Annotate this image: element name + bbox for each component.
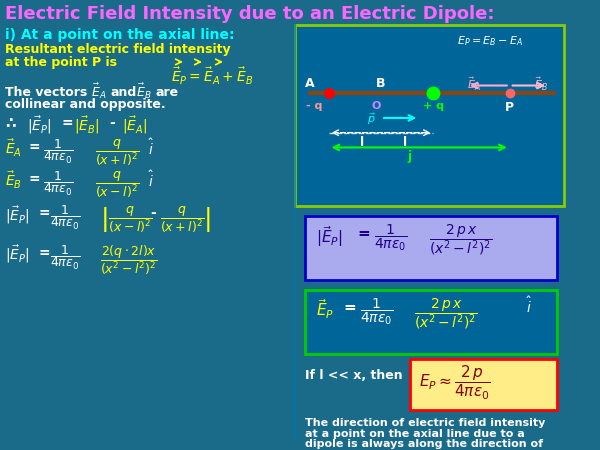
Text: i) At a point on the axial line:: i) At a point on the axial line:	[5, 27, 234, 41]
Text: $\vec{E}_P$: $\vec{E}_P$	[316, 298, 334, 321]
Text: at the point P is: at the point P is	[5, 56, 117, 69]
Text: $\vec{p}$: $\vec{p}$	[367, 111, 376, 127]
Text: -: -	[151, 207, 156, 220]
Text: =: =	[38, 207, 50, 220]
Text: $\dfrac{2(q \cdot 2l)x}{(x^2-l^2)^2}$: $\dfrac{2(q \cdot 2l)x}{(x^2-l^2)^2}$	[100, 244, 157, 277]
Text: l: l	[360, 135, 364, 148]
Text: $\dfrac{1}{4\pi\varepsilon_0}$: $\dfrac{1}{4\pi\varepsilon_0}$	[360, 296, 394, 327]
Text: $\dfrac{1}{4\pi\varepsilon_0}$: $\dfrac{1}{4\pi\varepsilon_0}$	[43, 170, 73, 198]
Text: The direction of electric field intensity: The direction of electric field intensit…	[305, 418, 545, 428]
Text: $\vec{E}_A$: $\vec{E}_A$	[467, 76, 481, 93]
Text: at a point on the axial line due to a: at a point on the axial line due to a	[305, 428, 524, 439]
Text: $|\vec{E}_P|$: $|\vec{E}_P|$	[5, 244, 29, 266]
Text: + q: + q	[423, 101, 444, 111]
Text: are: are	[155, 86, 178, 99]
Text: $\vec{E}_B$: $\vec{E}_B$	[136, 81, 152, 101]
Text: =: =	[29, 172, 40, 186]
Text: $\left|\dfrac{q}{(x-l)^2}\right.$: $\left|\dfrac{q}{(x-l)^2}\right.$	[100, 204, 152, 234]
Text: A: A	[305, 76, 314, 90]
Text: $\vec{E}_P = \vec{E}_A + \vec{E}_B$: $\vec{E}_P = \vec{E}_A + \vec{E}_B$	[172, 66, 254, 87]
Text: dipole is always along the direction of: dipole is always along the direction of	[305, 439, 543, 450]
Text: $\vec{E}_A$: $\vec{E}_A$	[5, 138, 22, 159]
Text: Resultant electric field intensity: Resultant electric field intensity	[5, 43, 230, 56]
Text: $|\vec{E}_B|$: $|\vec{E}_B|$	[74, 114, 100, 135]
Text: $\vec{E}_B$: $\vec{E}_B$	[5, 170, 22, 191]
Text: $|\vec{E}_P|$: $|\vec{E}_P|$	[26, 114, 52, 135]
Text: =: =	[343, 300, 356, 315]
Bar	[305, 216, 557, 280]
Text: and: and	[110, 86, 137, 99]
Text: B: B	[376, 76, 386, 90]
Text: $|\vec{E}_A|$: $|\vec{E}_A|$	[122, 114, 148, 135]
Text: - q: - q	[306, 101, 323, 111]
Bar	[305, 290, 557, 354]
Text: $|\vec{E}_P|$: $|\vec{E}_P|$	[5, 204, 29, 226]
Text: $\dfrac{q}{(x-l)^2}$: $\dfrac{q}{(x-l)^2}$	[95, 170, 139, 200]
Text: $\left.\dfrac{q}{(x+l)^2}\right|$: $\left.\dfrac{q}{(x+l)^2}\right|$	[160, 204, 211, 234]
Bar	[410, 359, 557, 410]
Text: $\dfrac{1}{4\pi\varepsilon_0}$: $\dfrac{1}{4\pi\varepsilon_0}$	[43, 138, 73, 166]
Text: Electric Field Intensity due to an Electric Dipole:: Electric Field Intensity due to an Elect…	[5, 5, 494, 23]
Text: $E_P = E_B - E_A$: $E_P = E_B - E_A$	[457, 34, 523, 48]
Text: $\dfrac{2\,p\,x}{(x^2-l^2)^2}$: $\dfrac{2\,p\,x}{(x^2-l^2)^2}$	[415, 296, 478, 331]
Text: =: =	[29, 140, 40, 153]
Text: ∴: ∴	[5, 116, 16, 131]
Text: -: -	[110, 116, 115, 130]
Text: collinear and opposite.: collinear and opposite.	[5, 98, 166, 111]
Text: O: O	[371, 101, 381, 111]
Text: $\hat{i}$: $\hat{i}$	[148, 138, 154, 158]
Text: =: =	[62, 116, 74, 130]
Text: P: P	[505, 101, 514, 114]
Text: $\dfrac{1}{4\pi\varepsilon_0}$: $\dfrac{1}{4\pi\varepsilon_0}$	[50, 204, 80, 233]
Text: $\dfrac{2\,p\,x}{(x^2-l^2)^2}$: $\dfrac{2\,p\,x}{(x^2-l^2)^2}$	[429, 222, 492, 257]
Text: The vectors: The vectors	[5, 86, 87, 99]
Text: $|\vec{E}_P|$: $|\vec{E}_P|$	[316, 224, 343, 249]
Text: $\dfrac{1}{4\pi\varepsilon_0}$: $\dfrac{1}{4\pi\varepsilon_0}$	[374, 222, 407, 253]
Text: =: =	[38, 246, 50, 260]
Text: $\dfrac{q}{(x+l)^2}$: $\dfrac{q}{(x+l)^2}$	[95, 138, 139, 168]
Text: =: =	[357, 226, 370, 241]
Text: $\vec{E}_A$: $\vec{E}_A$	[91, 81, 106, 101]
Text: $\hat{i}$: $\hat{i}$	[148, 170, 154, 190]
Text: l: l	[403, 135, 407, 148]
Text: If l << x, then: If l << x, then	[305, 369, 403, 382]
Text: j: j	[407, 150, 412, 163]
Text: $\hat{i}$: $\hat{i}$	[526, 296, 532, 316]
Text: $\vec{E}_B$: $\vec{E}_B$	[533, 76, 547, 93]
Text: $E_P \approx \dfrac{2\,p}{4\pi\varepsilon_0}$: $E_P \approx \dfrac{2\,p}{4\pi\varepsilo…	[419, 364, 491, 402]
Text: $\dfrac{1}{4\pi\varepsilon_0}$: $\dfrac{1}{4\pi\varepsilon_0}$	[50, 244, 80, 272]
Bar	[295, 25, 564, 207]
